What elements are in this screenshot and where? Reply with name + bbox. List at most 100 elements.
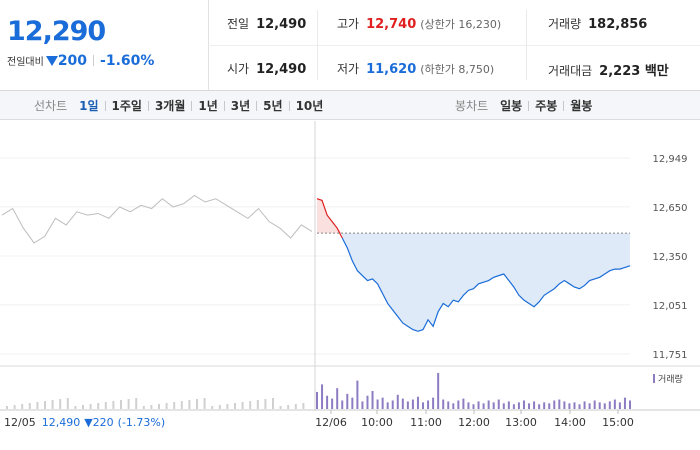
divider [526, 10, 527, 80]
y-tick-label: 12,650 [653, 203, 688, 214]
y-tick-label: 11,751 [653, 350, 688, 361]
volume-legend-label: 거래량 [658, 373, 683, 385]
price-chart: 12,949 12,650 12,350 12,051 11,751 거래량 12/06… [0, 121, 700, 450]
stat-high: 고가 12,740 (상한가 16,230) [337, 15, 501, 32]
stat-label: 거래대금 [548, 64, 593, 78]
volume-bar [356, 380, 359, 409]
tab-daily[interactable]: 일봉 [500, 99, 523, 113]
x-axis-ticks: 12/06 10:00 11:00 12:00 13:00 14:00 15:00 [315, 410, 634, 429]
above-reference-area [317, 198, 343, 234]
volume-bar [341, 400, 344, 409]
x-tick-label: 10:00 [361, 416, 393, 429]
stat-open: 시가 12,490 [227, 60, 306, 77]
volume-bar [437, 373, 440, 409]
today-price-line-up [316, 198, 343, 239]
volume-bar [336, 388, 339, 409]
volume-bar [618, 402, 621, 409]
volume-bar [629, 400, 631, 409]
volume-bar [366, 395, 369, 409]
divider [223, 100, 225, 111]
y-axis-ticks: 12,949 12,650 12,350 12,051 11,751 [653, 154, 688, 361]
prev-day-change: ▼220 [84, 416, 113, 429]
tab-1d[interactable]: 1일 [79, 99, 99, 113]
volume-bar [422, 402, 425, 409]
volume-bar [361, 401, 364, 409]
divider [93, 55, 95, 66]
volume-bar [462, 398, 465, 409]
volume-bar [487, 400, 490, 409]
change-rate: -1.60% [100, 53, 155, 69]
tab-10y[interactable]: 10년 [295, 99, 324, 113]
candle-chart-tabs: 봉차트 일봉 주봉 월봉 [455, 91, 598, 120]
tab-1w[interactable]: 1주일 [111, 99, 142, 113]
volume-bar [512, 404, 515, 409]
volume-bar [234, 403, 236, 409]
volume-bar [287, 405, 290, 409]
volume-bar [264, 399, 267, 409]
prev-day-price: 12,490 [42, 416, 81, 429]
y-tick-label: 12,350 [653, 252, 688, 263]
tab-3m[interactable]: 3개월 [154, 99, 186, 113]
stat-label: 저가 [337, 62, 360, 76]
volume-bar [406, 401, 409, 409]
volume-bar [517, 402, 520, 409]
stat-value: 12,740 [366, 17, 417, 32]
volume-bar [74, 406, 77, 409]
divider [210, 45, 700, 46]
volume-bar [477, 401, 480, 409]
volume-bar [346, 393, 349, 409]
tab-monthly[interactable]: 월봉 [570, 99, 593, 113]
volume-bar [371, 391, 374, 409]
volume-bar [507, 401, 510, 409]
y-tick-label: 12,949 [653, 154, 688, 165]
volume-bar [226, 404, 229, 409]
divider [147, 100, 149, 111]
volume-bar [351, 397, 354, 409]
volume-bar [558, 399, 561, 409]
prev-day-rate: (-1.73%) [118, 416, 166, 429]
volume-bar [583, 401, 586, 409]
today-price-line-down [341, 237, 631, 332]
stat-prev-close: 전일 12,490 [227, 15, 306, 32]
volume-bar [302, 403, 305, 409]
tab-1y[interactable]: 1년 [198, 99, 218, 113]
change-value: 200 [57, 53, 88, 69]
tab-5y[interactable]: 5년 [263, 99, 283, 113]
divider [191, 100, 193, 111]
volume-bar [401, 398, 404, 409]
volume-bar [427, 400, 430, 409]
volume-bar [44, 401, 46, 409]
volume-bar [381, 397, 384, 409]
volume-bar [59, 399, 62, 409]
quote-stats: 전일 12,490 고가 12,740 (상한가 16,230) 거래량 182,856… [210, 0, 700, 90]
volume-bar [135, 398, 138, 409]
divider [288, 100, 290, 111]
stat-volume: 거래량 182,856 [548, 15, 647, 32]
divider [317, 10, 318, 80]
volume-bar [482, 403, 485, 409]
volume-bar [411, 399, 414, 409]
change-label: 전일대비 [7, 57, 44, 68]
stat-value: 12,490 [256, 62, 307, 77]
volume-bar [158, 404, 160, 409]
volume-bar [127, 399, 130, 409]
volume-bar [173, 402, 176, 409]
stat-value: 11,620 [366, 62, 417, 77]
x-tick-label: 15:00 [602, 416, 634, 429]
volume-bar [502, 403, 505, 409]
volume-bar [294, 404, 297, 409]
lower-limit: (하한가 8,750) [420, 63, 495, 76]
x-tick-label: 12:00 [458, 416, 490, 429]
volume-bar [593, 400, 596, 409]
volume-bar [249, 401, 252, 409]
volume-bar [89, 404, 92, 409]
upper-limit: (상한가 16,230) [420, 18, 502, 31]
tab-weekly[interactable]: 주봉 [535, 99, 558, 113]
volume-bar [211, 406, 214, 409]
volume-bar [522, 400, 525, 409]
volume-bar [66, 398, 69, 409]
divider [104, 100, 106, 111]
tab-3y[interactable]: 3년 [230, 99, 251, 113]
volume-bar [321, 384, 324, 409]
chart-tab-bar: 선차트 1일 1주일 3개월 1년 3년 5년 10년 봉차트 일봉 주봉 월봉 [0, 91, 700, 120]
